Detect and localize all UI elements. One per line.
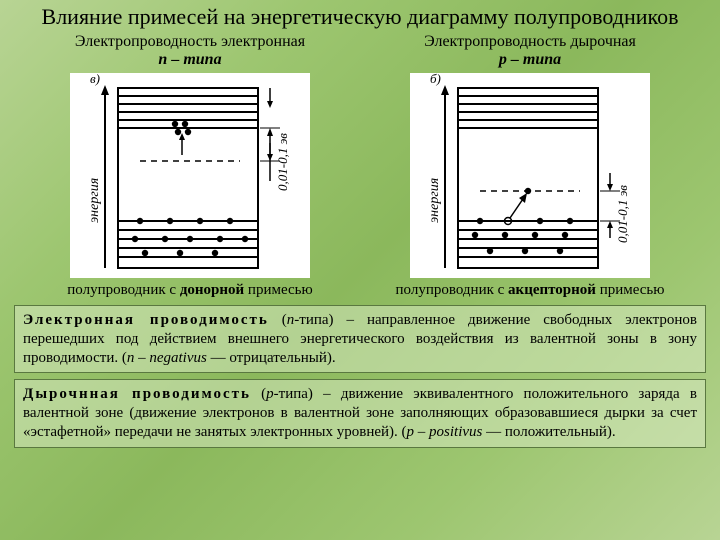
p-type-diagram: б) энергия [410,73,650,278]
left-type: n – типа [25,51,355,69]
p-type-definition: Дырочнная проводимость (p-типа) – движен… [14,379,706,447]
diagram-columns: Электропроводность электронная n – типа … [0,32,720,299]
left-column: Электропроводность электронная n – типа … [25,32,355,299]
gap-label: 0,01-0,1 эв [275,133,290,191]
left-subtitle: Электропроводность электронная [25,32,355,51]
diagram-label: б) [430,73,441,86]
page-title: Влияние примесей на энергетическую диагр… [0,0,720,32]
axis-label: энергия [87,178,102,223]
diagram-label: в) [90,73,100,86]
axis-label: энергия [427,178,442,223]
right-subtitle: Электропроводность дырочная [365,32,695,51]
right-column: Электропроводность дырочная p – типа б) … [365,32,695,299]
n-type-definition: Электронная проводимость (n-типа) – напр… [14,305,706,373]
gap-label: 0,01-0,1 эв [615,185,630,243]
left-caption: полупроводник с донорной примесью [25,282,355,299]
right-type: p – типа [365,51,695,69]
right-caption: полупроводник с акцепторной примесью [365,282,695,299]
n-type-diagram: в) энергия [70,73,310,278]
